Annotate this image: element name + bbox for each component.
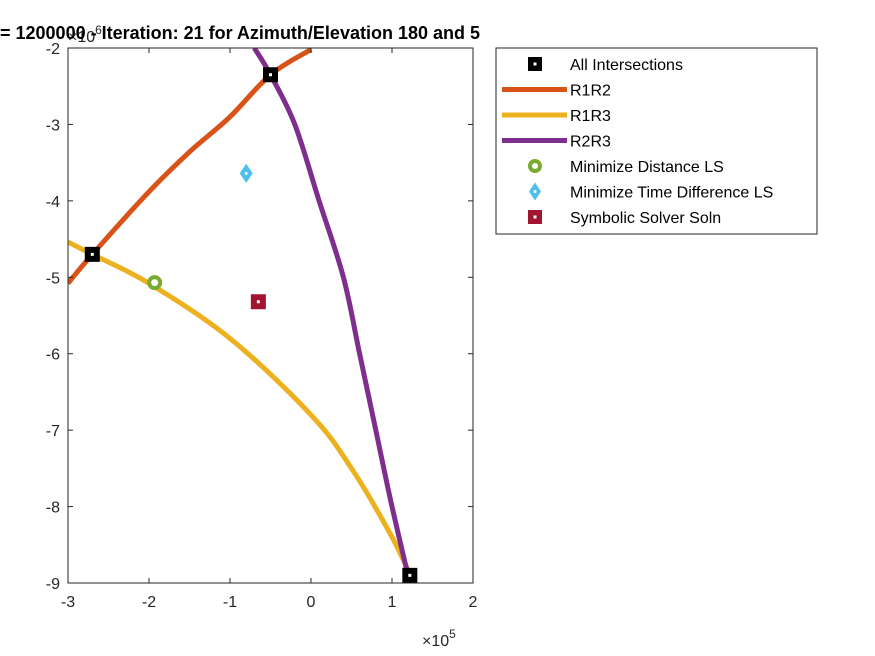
series-line-r1r3 bbox=[68, 239, 417, 583]
y-tick-label: -3 bbox=[46, 117, 60, 134]
data-point-symbolic-solver-soln-center bbox=[256, 300, 260, 304]
data-point-all-intersections-center bbox=[269, 73, 272, 77]
x-axis-ticks: -3 -2 -1 0 1 2 bbox=[61, 48, 478, 611]
y-tick-label: -9 bbox=[46, 576, 60, 593]
y-tick-label: -7 bbox=[46, 423, 60, 440]
x-tick-label: 1 bbox=[388, 594, 397, 611]
axes-background bbox=[68, 48, 473, 583]
x-tick-label: -2 bbox=[142, 594, 156, 611]
x-tick-label: -3 bbox=[61, 594, 75, 611]
y-axis-ticks: -9 -8 -7 -6 -5 -4 -3 -2 bbox=[46, 41, 473, 593]
axes-box bbox=[67, 47, 474, 584]
y-tick-label: -6 bbox=[46, 347, 60, 364]
legend-item-all-intersections: All Intersections bbox=[528, 57, 683, 74]
legend-label: R1R2 bbox=[570, 83, 611, 100]
series-line-r2r3 bbox=[252, 48, 413, 583]
legend-item-r1r3: R1R3 bbox=[502, 108, 611, 125]
data-point-all-intersections-center bbox=[408, 573, 412, 577]
legend-label: R2R3 bbox=[570, 134, 611, 151]
data-point-all-intersections-center bbox=[90, 252, 94, 256]
legend-label: All Intersections bbox=[570, 57, 683, 74]
x-tick-label: 2 bbox=[469, 594, 478, 611]
y-tick-label: -2 bbox=[46, 41, 60, 58]
legend-swatch-center bbox=[533, 215, 537, 219]
series-markers bbox=[84, 67, 418, 583]
legend: All Intersections R1R2 R1R3 R2R3 Minimize Di… bbox=[495, 47, 818, 235]
legend-item-minimize-distance-ls: Minimize Distance LS bbox=[528, 159, 724, 176]
legend-item-minimize-time-difference-ls: Minimize Time Difference LS bbox=[529, 182, 773, 202]
legend-label: Minimize Distance LS bbox=[570, 159, 724, 176]
y-tick-label: -5 bbox=[46, 270, 60, 287]
chart-title: = 1200000 - Iteration: 21 for Azimuth/El… bbox=[0, 23, 480, 43]
legend-item-r1r2: R1R2 bbox=[502, 83, 611, 100]
data-point-minimize-distance-ls bbox=[147, 275, 163, 291]
legend-label: R1R3 bbox=[570, 108, 611, 125]
legend-item-symbolic-solver-soln: Symbolic Solver Soln bbox=[528, 210, 721, 227]
plot-area: -3 -2 -1 0 1 2 -9 -8 -7 -6 -5 -4 -3 -2 bbox=[46, 41, 478, 611]
legend-swatch-center bbox=[533, 62, 537, 66]
legend-swatch bbox=[528, 159, 542, 173]
legend-label: Symbolic Solver Soln bbox=[570, 210, 721, 227]
data-point-minimize-time-difference-ls-center bbox=[244, 171, 248, 175]
y-tick-label: -4 bbox=[46, 194, 60, 211]
x-exponent-label: ×105 bbox=[422, 627, 456, 650]
x-tick-label: -1 bbox=[223, 594, 237, 611]
y-exponent-label: ×106 bbox=[68, 23, 102, 46]
legend-item-r2r3: R2R3 bbox=[502, 134, 611, 151]
legend-label: Minimize Time Difference LS bbox=[570, 185, 773, 202]
y-tick-label: -8 bbox=[46, 500, 60, 517]
legend-swatch-center bbox=[533, 190, 537, 193]
x-tick-label: 0 bbox=[307, 594, 316, 611]
